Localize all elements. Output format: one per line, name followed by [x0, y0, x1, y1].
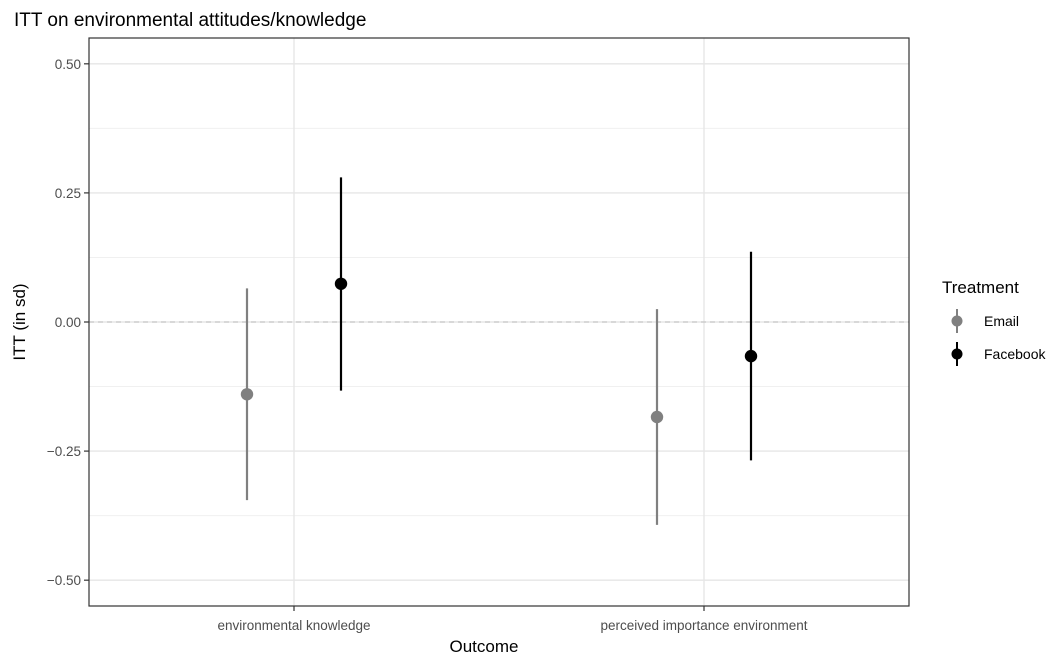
legend-label: Facebook — [984, 346, 1046, 362]
point-estimate — [650, 410, 664, 424]
y-tick-label: 0.50 — [55, 57, 81, 72]
point-estimate — [334, 277, 348, 290]
legend: Treatment Email Facebook — [942, 278, 1046, 366]
legend-item-email: Email — [951, 309, 1019, 333]
data-marks — [240, 177, 758, 525]
x-axis-title: Outcome — [450, 637, 519, 656]
x-axis: environmental knowledge perceived importa… — [217, 606, 808, 633]
y-axis-title: ITT (in sd) — [10, 283, 29, 360]
legend-key-point — [951, 348, 963, 360]
legend-label: Email — [984, 313, 1019, 329]
series-facebook — [334, 177, 758, 461]
point-estimate — [744, 349, 758, 363]
legend-key-point — [951, 315, 963, 327]
y-tick-label: 0.25 — [55, 186, 81, 201]
chart-title: ITT on environmental attitudes/knowledge — [14, 10, 366, 31]
y-tick-label: 0.00 — [55, 315, 81, 330]
series-email — [240, 288, 664, 525]
point-estimate — [240, 388, 254, 401]
y-tick-label: −0.50 — [47, 573, 81, 588]
y-tick-label: −0.25 — [47, 444, 81, 459]
x-tick-label: perceived importance environment — [600, 618, 807, 633]
legend-title: Treatment — [942, 278, 1019, 297]
x-tick-label: environmental knowledge — [217, 618, 370, 633]
y-axis: 0.50 0.25 0.00 −0.25 −0.50 — [47, 57, 89, 588]
legend-item-facebook: Facebook — [951, 342, 1046, 366]
